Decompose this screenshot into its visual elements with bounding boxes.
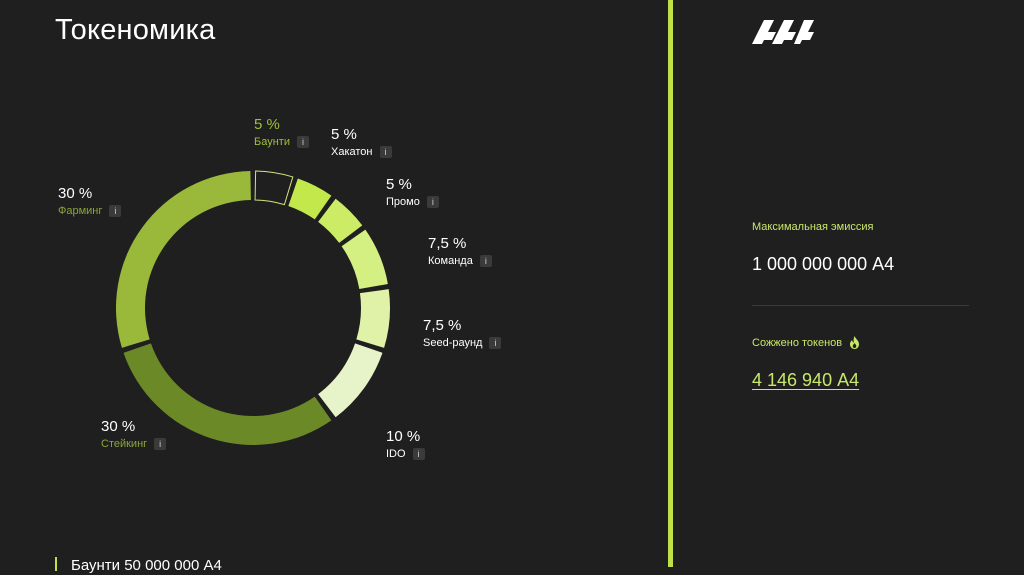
burned-label: Сожжено токенов	[752, 336, 843, 349]
segment-label-bounty: 5 % Баунти i	[254, 116, 309, 149]
segment-name: IDO	[386, 448, 406, 460]
logo-icon	[752, 20, 814, 44]
burned-block: Сожжено токенов	[752, 336, 860, 349]
segment-name: Хакатон	[331, 146, 373, 158]
segment-label-ido: 10 % IDO i	[386, 428, 425, 461]
donut-segment-ido[interactable]	[318, 343, 383, 418]
segment-percent: 10 %	[386, 428, 421, 445]
segment-label-seed-round: 7,5 % Seed-раунд i	[423, 317, 502, 350]
vertical-divider	[668, 0, 673, 567]
max-emission-block: Максимальная эмиссия	[752, 221, 873, 233]
segment-label-hackathon: 5 % Хакатон i	[331, 126, 392, 159]
donut-segment-team[interactable]	[341, 229, 388, 290]
burned-value-wrap: 4 146 940 А4	[752, 370, 859, 391]
segment-percent: 30 %	[101, 418, 136, 435]
segment-percent: 5 %	[254, 116, 280, 133]
right-panel-separator	[752, 305, 969, 306]
segment-name: Баунти	[254, 136, 290, 148]
max-emission-value-wrap: 1 000 000 000 А4	[752, 254, 894, 275]
info-icon[interactable]: i	[412, 448, 425, 460]
info-icon[interactable]: i	[154, 438, 167, 450]
segment-percent: 30 %	[58, 185, 93, 202]
max-emission-label: Максимальная эмиссия	[752, 221, 874, 233]
donut-segment-farming[interactable]	[116, 171, 251, 348]
info-icon[interactable]: i	[109, 205, 122, 217]
donut-segment-staking[interactable]	[123, 343, 332, 445]
page-title: Токеномика	[55, 14, 216, 46]
donut-segment-promo[interactable]	[318, 198, 363, 243]
donut-segment-bounty[interactable]	[254, 170, 294, 206]
segment-name: Стейкинг	[101, 438, 148, 450]
info-icon[interactable]: i	[489, 337, 502, 349]
bottom-note: Баунти 50 000 000 А4	[55, 557, 222, 574]
info-icon[interactable]: i	[426, 196, 439, 208]
donut-segment-hackathon[interactable]	[288, 178, 332, 220]
segment-label-staking: 30 % Стейкинг i	[101, 418, 167, 451]
segment-label-team: 7,5 % Команда i	[428, 235, 492, 268]
info-icon[interactable]: i	[296, 136, 309, 148]
segment-label-promo: 5 % Промо i	[386, 176, 439, 209]
segment-name: Команда	[428, 255, 473, 267]
segment-percent: 5 %	[386, 176, 412, 193]
tokenomics-donut-chart	[116, 170, 390, 445]
info-icon[interactable]: i	[379, 146, 392, 158]
segment-percent: 7,5 %	[428, 235, 467, 252]
segment-name: Seed-раунд	[423, 337, 483, 349]
segment-name: Промо	[386, 196, 420, 208]
burned-tokens-link[interactable]: 4 146 940 А4	[752, 370, 860, 390]
max-emission-value: 1 000 000 000 А4	[752, 254, 895, 274]
segment-name: Фарминг	[58, 205, 103, 217]
segment-percent: 5 %	[331, 126, 357, 143]
segment-percent: 7,5 %	[423, 317, 462, 334]
info-icon[interactable]: i	[479, 255, 492, 267]
fire-icon	[850, 336, 860, 349]
segment-label-farming: 30 % Фарминг i	[58, 185, 122, 218]
donut-segment-seed-round[interactable]	[356, 289, 390, 348]
